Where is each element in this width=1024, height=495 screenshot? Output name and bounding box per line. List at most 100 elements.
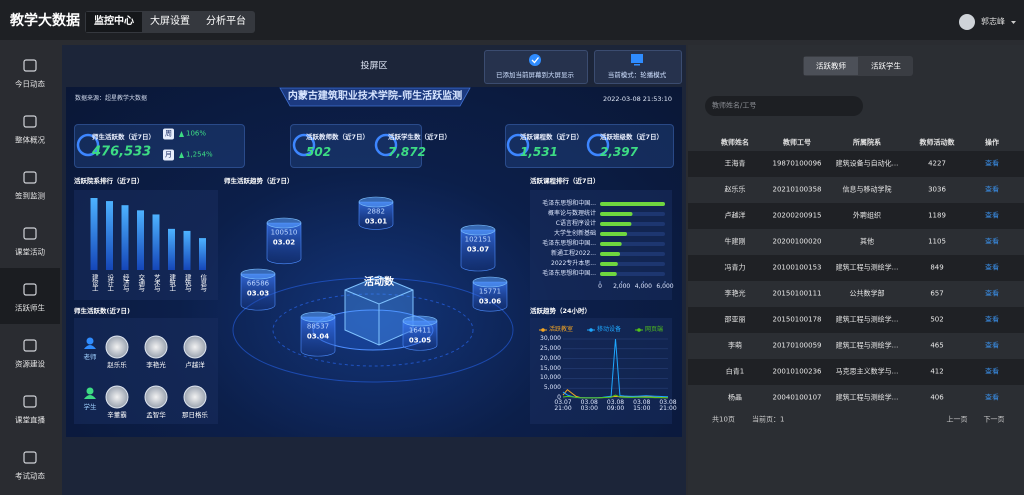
orbit bbox=[272, 293, 474, 367]
group-label: 学生 bbox=[83, 402, 97, 411]
column-header: 教师工号 bbox=[783, 138, 811, 147]
nav-item[interactable]: 课堂直播 bbox=[15, 415, 45, 425]
table-cell: 849 bbox=[930, 263, 944, 272]
x-tick-label: 0 bbox=[598, 283, 602, 290]
legend-dot bbox=[589, 328, 593, 332]
view-link[interactable]: 查看 bbox=[985, 393, 999, 402]
monitor-stand bbox=[634, 64, 640, 66]
title-banner bbox=[279, 87, 471, 107]
x-tick-label: 03.05 bbox=[408, 336, 432, 345]
cube-edge bbox=[344, 289, 414, 345]
button-box[interactable] bbox=[594, 50, 682, 84]
search-box[interactable] bbox=[705, 96, 863, 116]
cylinder bbox=[300, 316, 336, 357]
table-cell: 3036 bbox=[928, 185, 946, 194]
search-placeholder[interactable]: 教师姓名/工号 bbox=[712, 101, 757, 110]
card-label: 师生活跃数（近7日） bbox=[92, 132, 156, 141]
cylinder bbox=[358, 201, 394, 230]
person-icon bbox=[86, 387, 94, 395]
data-label: 15771 bbox=[478, 287, 502, 296]
button-label[interactable]: 当前模式：轮播模式 bbox=[607, 70, 667, 79]
bar bbox=[600, 222, 632, 226]
x-tick-label: 03.07 21:00 bbox=[554, 399, 572, 412]
bar bbox=[600, 272, 617, 276]
active-tab[interactable] bbox=[86, 12, 142, 32]
avatar bbox=[144, 385, 168, 409]
view-link[interactable]: 查看 bbox=[985, 315, 999, 324]
nav-tab[interactable]: 监控中心 bbox=[94, 16, 134, 27]
current-page: 当前页：1 bbox=[752, 415, 785, 424]
card-label: 活跃班级数（近7日） bbox=[600, 132, 664, 141]
nav-icon bbox=[23, 283, 37, 296]
table-tab-active[interactable] bbox=[804, 57, 858, 75]
view-link[interactable]: 查看 bbox=[985, 211, 999, 220]
cylinder-top bbox=[266, 217, 302, 229]
x-tick-label: 交通与 bbox=[136, 274, 145, 291]
avatar bbox=[105, 335, 129, 359]
check-icon bbox=[529, 54, 541, 66]
nav-item[interactable]: 课堂活动 bbox=[15, 247, 45, 257]
view-link[interactable]: 查看 bbox=[985, 367, 999, 376]
nav-item[interactable]: 活跃师生 bbox=[15, 303, 45, 313]
nav-icon bbox=[23, 451, 37, 464]
button-label[interactable]: 已添加当前屏幕到大屏显示 bbox=[496, 70, 574, 79]
view-link[interactable]: 查看 bbox=[985, 341, 999, 350]
table-tab[interactable]: 活跃学生 bbox=[871, 61, 901, 71]
period-badge bbox=[163, 128, 174, 140]
view-link[interactable]: 查看 bbox=[985, 185, 999, 194]
bar bbox=[152, 214, 160, 270]
user-name[interactable]: 郭志峰 bbox=[981, 17, 1005, 26]
table-cell: 20150100178 bbox=[772, 315, 822, 324]
view-link[interactable]: 查看 bbox=[985, 237, 999, 246]
prev-page[interactable]: 上一页 bbox=[946, 415, 968, 424]
person-name: 赵乐乐 bbox=[107, 360, 127, 369]
bar bbox=[137, 210, 144, 270]
card-value: 7,872 bbox=[388, 145, 426, 159]
line bbox=[562, 394, 668, 399]
table-cell: 20010100236 bbox=[772, 367, 822, 376]
table-cell: 1105 bbox=[928, 237, 946, 246]
table-cell: 冯青力 bbox=[724, 263, 746, 272]
view-link[interactable]: 查看 bbox=[985, 159, 999, 168]
table-cell: 杨晶 bbox=[728, 393, 742, 402]
x-tick-label: 经济与 bbox=[121, 274, 130, 291]
nav-item[interactable]: 签到监测 bbox=[15, 191, 45, 201]
cylinder bbox=[472, 281, 508, 312]
y-tick-label: 25,000 bbox=[540, 344, 561, 352]
nav-tab[interactable]: 大屏设置 bbox=[150, 16, 190, 27]
table-cell: 20170100059 bbox=[772, 341, 822, 350]
table-cell: 20040100107 bbox=[772, 393, 822, 402]
nav-item[interactable]: 资源建设 bbox=[15, 359, 45, 369]
table-cell: 建筑设备与自动化... bbox=[835, 159, 899, 168]
nav-item[interactable]: 今日动态 bbox=[15, 79, 45, 89]
y-tick-label: 20,000 bbox=[540, 354, 561, 362]
view-link[interactable]: 查看 bbox=[985, 263, 999, 272]
y-tick-label: 大学生创新基础 bbox=[553, 230, 596, 237]
table-row bbox=[688, 177, 1024, 203]
card-icon bbox=[586, 133, 610, 157]
bar bbox=[600, 262, 618, 266]
table-tab[interactable]: 活跃教师 bbox=[816, 61, 846, 71]
nav-item[interactable]: 整体概况 bbox=[15, 135, 45, 145]
user-avatar[interactable] bbox=[959, 14, 975, 30]
data-label: 100510 bbox=[270, 228, 298, 237]
bar bbox=[90, 198, 98, 270]
nav-item[interactable]: 考试动态 bbox=[15, 471, 45, 481]
cylinder bbox=[266, 222, 302, 265]
app-title: 教学大数据 bbox=[10, 13, 80, 29]
line bbox=[562, 389, 668, 399]
person-icon bbox=[84, 345, 96, 349]
table-cell: 502 bbox=[930, 315, 944, 324]
person-name: 李艳光 bbox=[146, 360, 166, 369]
cylinder-top bbox=[240, 268, 276, 280]
table-cell: 李萌 bbox=[728, 341, 742, 350]
nav-tab[interactable]: 分析平台 bbox=[206, 16, 246, 27]
view-link[interactable]: 查看 bbox=[985, 289, 999, 298]
sidebar-active[interactable] bbox=[0, 268, 60, 324]
person-name: 那日格乐 bbox=[182, 410, 208, 419]
y-tick-label: 2022专升本思... bbox=[551, 260, 596, 267]
next-page[interactable]: 下一页 bbox=[983, 415, 1005, 424]
caret[interactable] bbox=[1011, 21, 1016, 24]
card-label: 活跃课程数（近7日） bbox=[520, 132, 584, 141]
